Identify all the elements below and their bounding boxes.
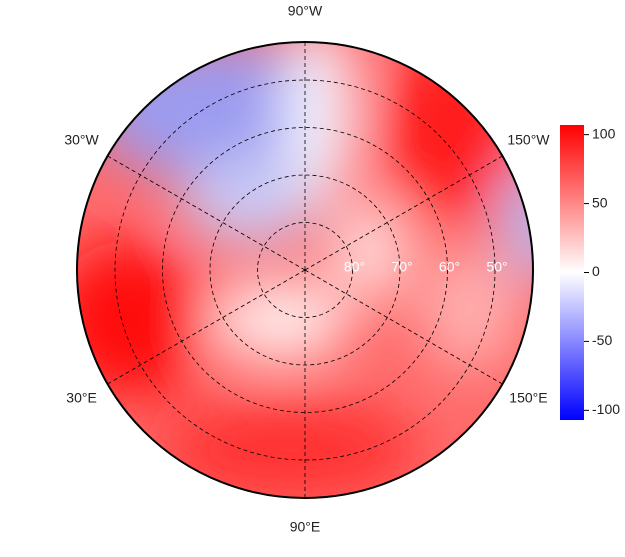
meridian-label: 150°E — [509, 390, 547, 406]
colorbar-tick-label: 0 — [592, 263, 600, 279]
colorbar-tick-label: 50 — [592, 194, 608, 210]
colorbar — [560, 125, 584, 420]
meridian-line — [107, 269, 306, 385]
meridian-label: 150°W — [507, 132, 550, 148]
parallel-label: 50° — [486, 259, 507, 275]
meridian-label: 30°E — [66, 390, 97, 406]
meridian-label: 30°W — [64, 132, 99, 148]
colorbar-tick-label: 100 — [592, 125, 616, 141]
meridian-label: 90°W — [288, 3, 323, 19]
colorbar-tick-label: -50 — [592, 332, 612, 348]
parallel-line — [114, 79, 496, 461]
meridian-line — [107, 155, 306, 271]
graticule: 80° 70° 60° 50° 90°W 30°W 150°W 30°E 150°E 90°E — [64, 3, 550, 535]
parallel-label: 70° — [391, 259, 412, 275]
field — [77, 42, 533, 498]
meridian-line — [304, 269, 503, 385]
parallel-line — [162, 127, 448, 413]
parallel-line — [257, 222, 353, 318]
parallel-label: 80° — [344, 259, 365, 275]
meridian-line — [304, 155, 503, 271]
map-border — [76, 41, 534, 499]
parallel-label: 60° — [439, 259, 460, 275]
colorbar-axis: 100 50 0 -50 -100 — [584, 125, 620, 417]
colorbar-tick-label: -100 — [592, 401, 620, 417]
meridian-label: 90°E — [290, 519, 321, 535]
